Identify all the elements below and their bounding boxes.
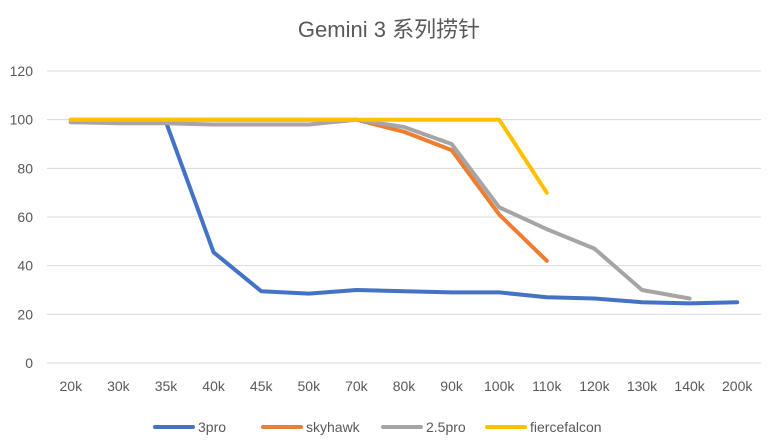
x-tick-label: 140k <box>674 378 705 394</box>
x-tick-label: 35k <box>155 378 179 394</box>
legend-label-3pro: 3pro <box>198 419 226 435</box>
x-tick-label: 110k <box>532 378 562 394</box>
legend-label-fiercefalcon: fiercefalcon <box>530 419 602 435</box>
series-line-3pro <box>68 120 740 306</box>
x-tick-label: 90k <box>440 378 464 394</box>
legend-label-2.5pro: 2.5pro <box>426 419 466 435</box>
y-tick-label: 80 <box>17 160 33 176</box>
x-tick-label: 50k <box>298 378 322 394</box>
x-tick-label: 45k <box>250 378 274 394</box>
x-tick-label: 120k <box>579 378 610 394</box>
y-tick-label: 20 <box>17 306 33 322</box>
x-tick-label: 70k <box>345 378 369 394</box>
x-tick-label: 130k <box>627 378 658 394</box>
x-tick-label: 100k <box>484 378 515 394</box>
x-tick-label: 30k <box>107 378 131 394</box>
series-line-2.5pro <box>68 117 692 301</box>
series-line-skyhawk <box>68 117 549 263</box>
y-tick-label: 60 <box>17 209 33 225</box>
chart-title: Gemini 3 系列捞针 <box>298 17 480 42</box>
series-line-fiercefalcon <box>68 117 549 195</box>
x-tick-label: 40k <box>202 378 226 394</box>
x-tick-label: 20k <box>60 378 84 394</box>
y-tick-label: 100 <box>10 112 34 128</box>
legend-label-skyhawk: skyhawk <box>306 419 361 435</box>
x-tick-label: 200k <box>722 378 753 394</box>
y-tick-label: 120 <box>10 63 34 79</box>
y-tick-label: 40 <box>17 258 33 274</box>
x-tick-label: 80k <box>393 378 417 394</box>
y-tick-label: 0 <box>25 355 33 371</box>
